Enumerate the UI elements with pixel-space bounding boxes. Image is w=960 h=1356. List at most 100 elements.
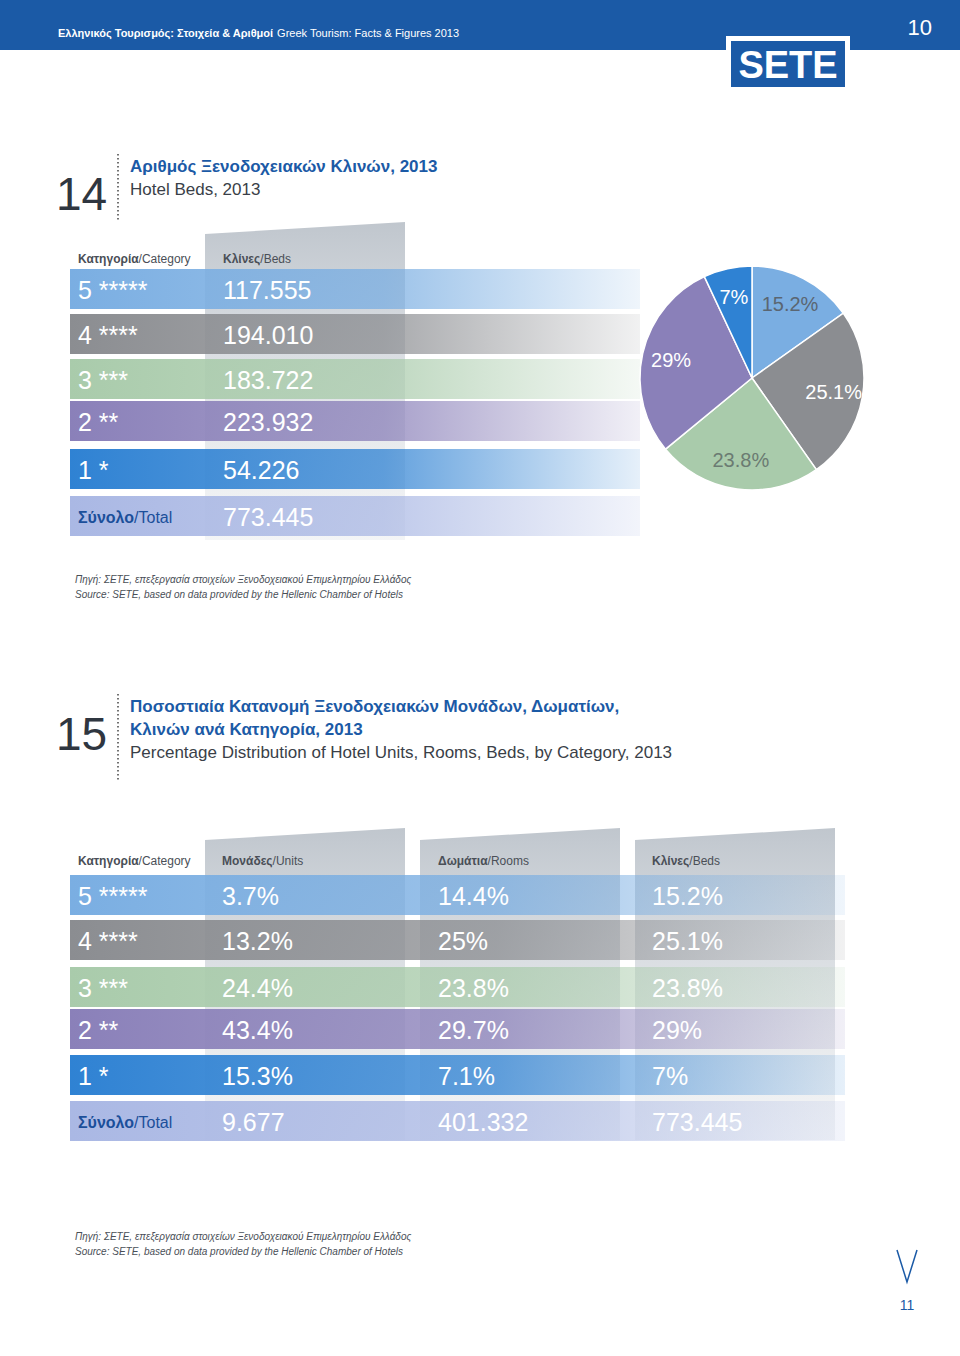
total-label: Σύνολο/Total <box>78 509 172 526</box>
data-label: 23.8% <box>712 449 769 471</box>
category-label: 3 *** <box>78 974 128 1002</box>
column-header: Μονάδες/Units <box>222 854 303 868</box>
cell-value: 13.2% <box>222 927 293 955</box>
column-header: Δωμάτια/Rooms <box>438 854 529 868</box>
row-band <box>70 967 845 1007</box>
text-part: Κλίνες <box>223 252 260 266</box>
cell-value: 25.1% <box>652 927 723 955</box>
section-subtitle: Percentage Distribution of Hotel Units, … <box>130 743 672 762</box>
logo-box <box>731 41 845 87</box>
column-header: Κλίνες/Beds <box>652 854 720 868</box>
cell-value: 43.4% <box>222 1016 293 1044</box>
cell-value: 25% <box>438 927 488 955</box>
page-number: 10 <box>908 15 932 40</box>
section-number: 15 <box>56 708 107 760</box>
row-band <box>70 1055 845 1095</box>
text-part: Greek Tourism: Facts & Figures 2013 <box>277 27 459 39</box>
total-value: 9.677 <box>222 1108 285 1136</box>
cell-value: 223.932 <box>223 408 313 436</box>
cell-value: 183.722 <box>223 366 313 394</box>
category-label: 2 ** <box>78 1016 119 1044</box>
text-part: Σύνολο <box>78 509 134 526</box>
text-part: Κατηγορία <box>78 252 139 266</box>
category-label: 5 ***** <box>78 882 148 910</box>
data-label: 25.1% <box>805 381 862 403</box>
total-label: Σύνολο/Total <box>78 1114 172 1131</box>
row-band <box>70 496 640 536</box>
section-subtitle: Hotel Beds, 2013 <box>130 180 260 199</box>
text-part: /Total <box>134 1114 172 1131</box>
category-label: 2 ** <box>78 408 119 436</box>
total-value: 773.445 <box>223 503 313 531</box>
row-band <box>70 449 640 489</box>
source: Πηγή: ΣΕΤΕ, επεξεργασία στοιχείων Ξενοδο… <box>75 574 411 586</box>
cell-value: 24.4% <box>222 974 293 1002</box>
pie-slice <box>704 266 752 378</box>
text-part: /Beds <box>260 252 291 266</box>
category-label: 1 * <box>78 1062 109 1090</box>
chevron <box>897 1250 917 1282</box>
column-header: Κατηγορία/Category <box>78 854 191 868</box>
text-part: Ελληνικός Τουρισμός: Στοιχεία & Αριθμοί <box>58 27 273 40</box>
text-part: Μονάδες <box>222 854 273 868</box>
row-band <box>70 314 640 354</box>
cell-value: 54.226 <box>223 456 299 484</box>
cell-value: 7% <box>652 1062 688 1090</box>
row-band <box>70 401 640 441</box>
row-band <box>70 875 845 915</box>
column-header: Κατηγορία/Category <box>78 252 191 266</box>
cell-value: 23.8% <box>652 974 723 1002</box>
section-title: Ποσοστιαία Κατανομή Ξενοδοχειακών Μονάδω… <box>130 697 619 716</box>
pie <box>640 266 864 490</box>
cell-value: 29.7% <box>438 1016 509 1044</box>
text-part: Σύνολο <box>78 1114 134 1131</box>
header-title: Ελληνικός Τουρισμός: Στοιχεία & Αριθμοί G… <box>58 27 459 40</box>
text-part: Κατηγορία <box>78 854 139 868</box>
text-part: /Rooms <box>488 854 529 868</box>
section-number: 14 <box>56 168 107 220</box>
cell-value: 15.2% <box>652 882 723 910</box>
cell-value: 15.3% <box>222 1062 293 1090</box>
source: Source: SETE, based on data provided by … <box>75 589 403 600</box>
page-number: 11 <box>900 1297 915 1313</box>
category-label: 1 * <box>78 456 109 484</box>
data-label: 29% <box>651 349 691 371</box>
cell-value: 117.555 <box>223 276 312 304</box>
text-part: /Units <box>273 854 304 868</box>
category-label: 4 **** <box>78 927 138 955</box>
category-label: 3 *** <box>78 366 128 394</box>
text-part: /Category <box>139 252 191 266</box>
cell-value: 7.1% <box>438 1062 495 1090</box>
dotted-rule <box>117 154 119 220</box>
logo-frame <box>726 36 850 92</box>
cell-value: 14.4% <box>438 882 509 910</box>
pie-slice <box>640 277 752 450</box>
cell-value: 194.010 <box>223 321 313 349</box>
row-band <box>70 269 640 309</box>
logo: SETE <box>738 44 837 86</box>
category-label: 5 ***** <box>78 276 148 304</box>
data-label: 15.2% <box>762 293 819 315</box>
row-band <box>70 1101 845 1141</box>
total-value: 401.332 <box>438 1108 528 1136</box>
category-label: 4 **** <box>78 321 138 349</box>
cell-value: 23.8% <box>438 974 509 1002</box>
row-band <box>70 359 640 399</box>
text-part: /Total <box>134 509 172 526</box>
data-label: 7% <box>719 286 748 308</box>
page: Ελληνικός Τουρισμός: Στοιχεία & Αριθμοί G… <box>0 0 960 1356</box>
text-part: Κλίνες <box>652 854 689 868</box>
section-title: Αριθμός Ξενοδοχειακών Κλινών, 2013 <box>130 157 437 176</box>
total-value: 773.445 <box>652 1108 742 1136</box>
dotted-rule <box>117 694 119 782</box>
row-band <box>70 1009 845 1049</box>
section-title: Κλινών ανά Κατηγορία, 2013 <box>130 720 363 739</box>
source: Πηγή: ΣΕΤΕ, επεξεργασία στοιχείων Ξενοδο… <box>75 1231 411 1243</box>
text-part: /Beds <box>689 854 720 868</box>
cell-value: 3.7% <box>222 882 279 910</box>
source: Source: SETE, based on data provided by … <box>75 1246 403 1257</box>
row-band <box>70 920 845 960</box>
cell-value: 29% <box>652 1016 702 1044</box>
column-header: Κλίνες/Beds <box>223 252 291 266</box>
text-part: Δωμάτια <box>438 854 488 868</box>
